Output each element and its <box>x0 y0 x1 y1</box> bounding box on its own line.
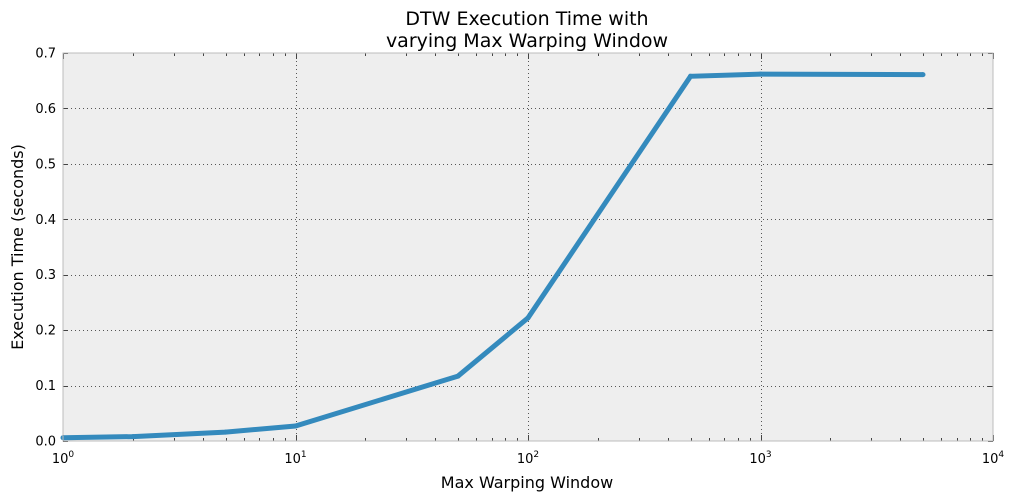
chart-title-line-1: DTW Execution Time with <box>405 8 648 30</box>
x-tick-label-base: 10 <box>749 452 766 467</box>
plot-frame <box>62 52 994 442</box>
data-point <box>455 373 461 379</box>
plot-area <box>63 53 993 441</box>
x-tick-label-exponent: 2 <box>533 450 539 460</box>
chart-title: DTW Execution Time with varying Max Warp… <box>386 8 668 52</box>
data-point <box>920 72 926 78</box>
x-tick-label-exponent: 0 <box>68 450 74 460</box>
data-point <box>130 434 136 440</box>
series-layer <box>60 71 926 441</box>
x-tick-label-exponent: 4 <box>998 450 1004 460</box>
x-axis-label: Max Warping Window <box>441 473 613 492</box>
data-point <box>223 429 228 435</box>
y-tick-labels: 0.0 0.1 0.2 0.3 0.4 0.5 0.6 0.7 <box>35 47 56 450</box>
x-tick-labels: 100 101 102 103 104 <box>52 450 1005 467</box>
data-point <box>758 71 763 77</box>
x-tick-label-base: 10 <box>284 452 301 467</box>
y-tick-label: 0.7 <box>35 47 56 62</box>
y-tick-label: 0.5 <box>35 157 56 172</box>
x-tick-label-exponent: 1 <box>301 450 307 460</box>
y-tick-label: 0.0 <box>35 435 56 450</box>
x-tick-label-base: 10 <box>517 452 534 467</box>
data-point <box>688 73 693 79</box>
x-tick-label: 100 <box>52 450 75 467</box>
x-tick-label-exponent: 3 <box>766 450 772 460</box>
y-tick-label: 0.2 <box>35 324 56 339</box>
x-tick-label: 102 <box>517 450 539 467</box>
y-tick-label: 0.3 <box>35 268 56 283</box>
data-point <box>293 423 298 429</box>
data-point <box>525 315 531 321</box>
x-tick-label: 103 <box>749 450 771 467</box>
y-tick-label: 0.4 <box>35 213 56 228</box>
x-tick-label-base: 10 <box>52 452 69 467</box>
x-tick-label: 101 <box>284 450 306 467</box>
y-tick-label: 0.1 <box>35 379 56 394</box>
y-tick-label: 0.6 <box>35 102 56 117</box>
chart-title-line-2: varying Max Warping Window <box>386 30 668 52</box>
x-tick-label: 104 <box>982 450 1005 467</box>
y-axis-label: Execution Time (seconds) <box>8 144 27 350</box>
x-tick-label-base: 10 <box>982 452 999 467</box>
grid-lines <box>63 53 993 441</box>
